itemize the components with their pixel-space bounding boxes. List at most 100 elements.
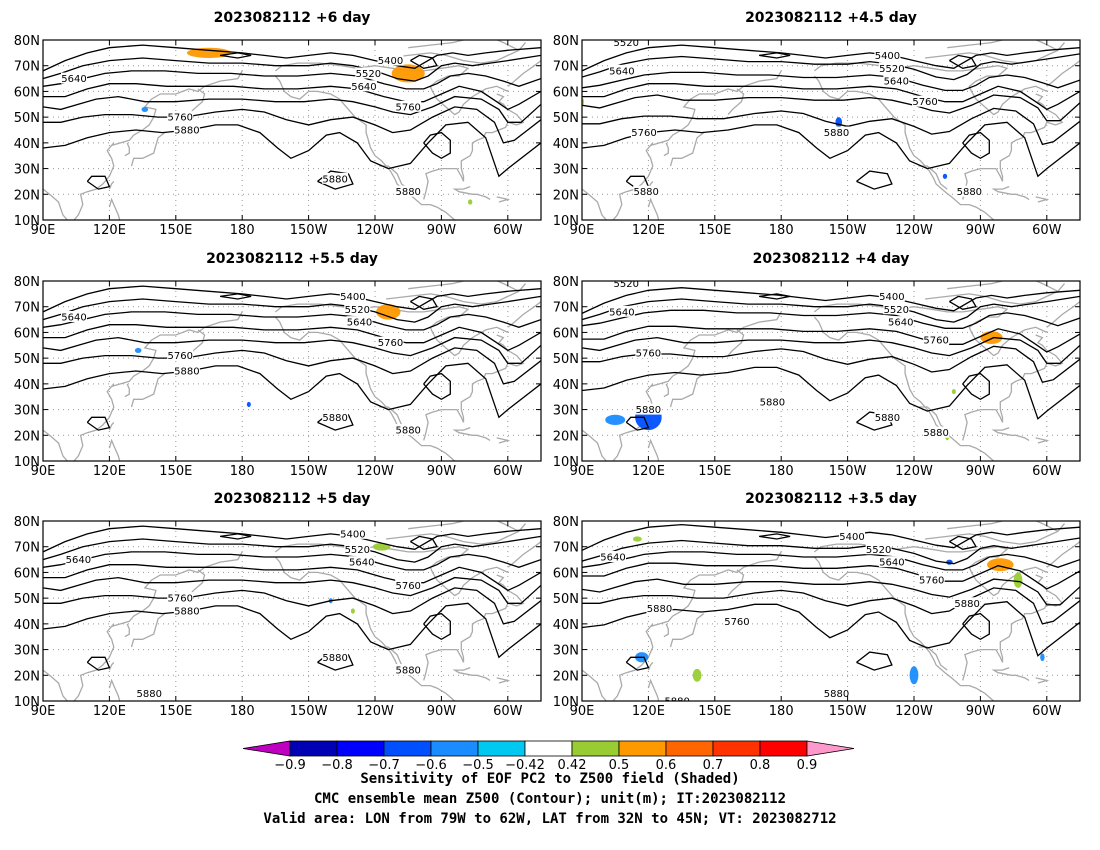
contour-label-bg xyxy=(322,172,349,184)
z500-contour-high xyxy=(317,170,354,190)
z500-contour xyxy=(43,121,541,178)
map-frame xyxy=(42,280,542,462)
contour-label: 5760 xyxy=(724,617,749,628)
sensitivity-shading xyxy=(391,64,425,83)
coastline xyxy=(124,623,130,638)
contour-label: 5760 xyxy=(636,349,661,360)
map-panel-6: 2023082112 +3.5 day540055205640564057605… xyxy=(553,491,1081,719)
contour-label: 5760 xyxy=(395,102,420,113)
coastline xyxy=(43,669,68,701)
map-frame xyxy=(581,520,1081,702)
colorbar: −0.9 −0.8 −0.7 −0.6 −0.5 −0.42 0.42 0.5 0.6 0.7 0.… xyxy=(242,740,855,773)
z500-contour-low xyxy=(759,533,791,540)
contour-label-bg xyxy=(923,334,950,346)
coastline xyxy=(1046,541,1080,568)
contour-label: 5760 xyxy=(395,581,420,592)
coastline xyxy=(925,523,1065,545)
z500-contour-high xyxy=(962,372,990,401)
colorbar-tick-label: −0.7 xyxy=(368,758,400,773)
map-panel-4: 2023082112 +4 day 5520 5640 5400 5520 5640 576… xyxy=(553,251,1081,479)
contour-label-bg xyxy=(954,597,981,609)
y-tick-label: 60N xyxy=(553,85,579,100)
coastline xyxy=(274,316,456,461)
z500-contour-high xyxy=(86,416,111,431)
coastline xyxy=(73,311,243,461)
contour-label: 5640 xyxy=(609,307,634,318)
z500-contour-low xyxy=(949,54,978,69)
colorbar-box xyxy=(712,740,761,757)
x-tick-label: 120W xyxy=(356,223,394,238)
contour-label: 5760 xyxy=(168,113,193,124)
contour-label-bg xyxy=(883,303,910,315)
coastline xyxy=(495,521,520,532)
sensitivity-shading xyxy=(134,347,142,353)
contour-label: 5640 xyxy=(609,66,634,77)
coastline xyxy=(813,75,995,220)
coastline xyxy=(1034,281,1059,292)
colorbar-box xyxy=(524,740,573,757)
coastline xyxy=(507,301,541,328)
caption-line-2: CMC ensemble mean Z500 (Contour); unit(m… xyxy=(313,791,786,807)
map-background xyxy=(43,521,541,701)
coastline xyxy=(452,185,491,200)
panel-title: 2023082112 +6 day xyxy=(214,10,371,26)
contour-label: 5880 xyxy=(647,604,672,615)
contour-label: 5760 xyxy=(168,594,193,605)
contour-label-bg xyxy=(874,411,901,423)
contour-label-bg xyxy=(823,126,850,138)
x-tick-label: 90E xyxy=(31,223,56,238)
contour-label-bg xyxy=(635,403,662,415)
y-tick-label: 40N xyxy=(14,378,40,393)
contour-label-bg xyxy=(344,543,371,555)
coastline xyxy=(582,188,607,220)
z500-contour xyxy=(582,345,1080,384)
map-content: 5400 5520 5640 5640 5760 5880 5760 5880 5880 xyxy=(43,281,541,461)
colorbar-tick-label: −0.9 xyxy=(274,758,306,773)
map-background xyxy=(43,281,541,461)
y-tick-label: 60N xyxy=(553,566,579,581)
colorbar-right-arrow xyxy=(806,740,855,757)
z500-contour-high xyxy=(423,612,451,641)
panel-title: 2023082112 +5.5 day xyxy=(206,251,378,267)
contour-label-bg xyxy=(377,54,404,66)
z500-contour xyxy=(582,551,1080,571)
x-tick-label: 150W xyxy=(829,464,867,479)
y-tick-label: 50N xyxy=(553,352,579,367)
contour-label: 5880 xyxy=(174,607,199,618)
coastline xyxy=(1035,437,1050,444)
coastline xyxy=(495,40,520,51)
coastline xyxy=(925,283,1065,305)
x-tick-label: 90E xyxy=(570,464,595,479)
contour-label-bg xyxy=(613,281,640,289)
colorbar-box xyxy=(289,740,338,757)
y-tick-label: 10N xyxy=(553,455,579,470)
colorbar-box xyxy=(383,740,432,757)
contour-label: 5640 xyxy=(888,318,913,329)
z500-contour-high xyxy=(962,612,990,641)
map-frame xyxy=(42,39,542,221)
sensitivity-shading xyxy=(951,389,956,395)
contour-label: 5520 xyxy=(356,69,381,80)
y-tick-label: 50N xyxy=(553,592,579,607)
map-content: 5400 5520 5640 5640 5760 5880 5760 5880 5880 xyxy=(43,40,541,220)
x-tick-label: 90E xyxy=(31,464,56,479)
contour-label: 5400 xyxy=(875,51,900,62)
contour-label: 5880 xyxy=(137,689,162,700)
x-tick-label: 60W xyxy=(493,704,523,719)
sensitivity-shading xyxy=(467,199,473,205)
contour-label-bg xyxy=(664,695,691,701)
map-frame xyxy=(581,280,1081,462)
y-tick-label: 20N xyxy=(14,188,40,203)
sensitivity-shading xyxy=(942,173,948,179)
z500-contour-high xyxy=(86,175,111,190)
contour-label: 5640 xyxy=(61,74,86,85)
contour-label: 5760 xyxy=(919,576,944,587)
sensitivity-shading xyxy=(246,401,251,407)
contour-label: 5640 xyxy=(347,318,372,329)
map-panel-2: 2023082112 +4.5 day552056405400552056405… xyxy=(553,10,1081,238)
coastline xyxy=(73,70,243,220)
contour-label: 5880 xyxy=(760,397,785,408)
x-tick-label: 120W xyxy=(895,464,933,479)
contour-label: 5640 xyxy=(349,558,374,569)
coastline xyxy=(423,334,525,441)
